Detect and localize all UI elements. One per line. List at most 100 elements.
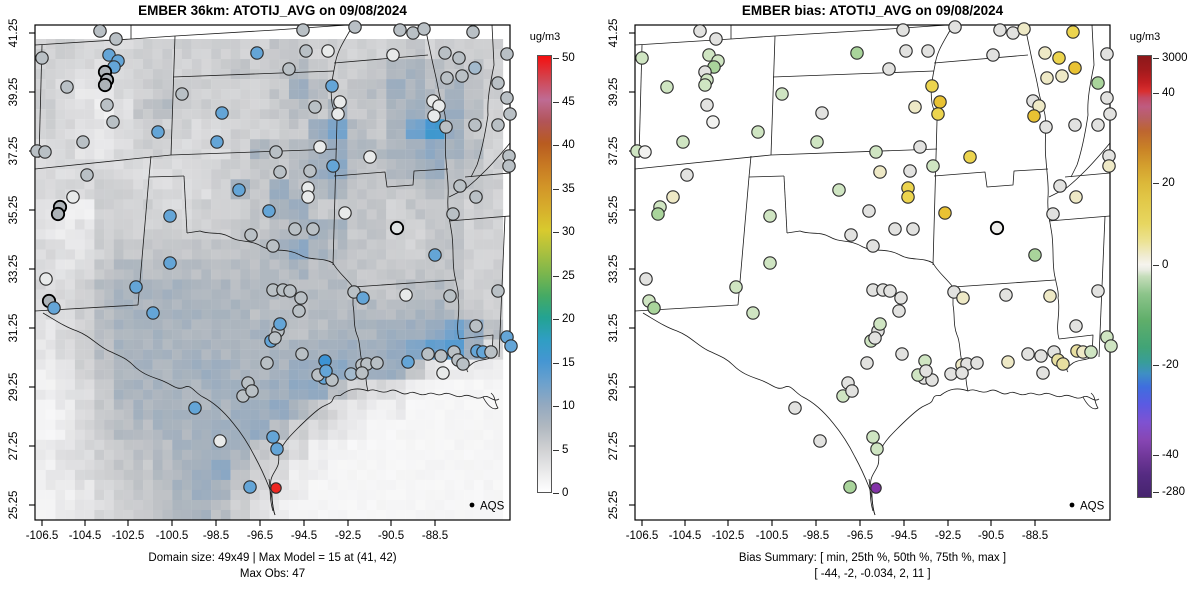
x-tick-label: -90.5 (377, 530, 405, 542)
station-marker (270, 442, 284, 456)
station-marker (146, 306, 160, 320)
station-marker (421, 347, 435, 361)
y-tick-label: 31.25 (8, 313, 20, 343)
station-marker (888, 222, 902, 236)
station-marker (455, 69, 469, 83)
station-marker (999, 288, 1013, 302)
bias-caption-line2: [ -44, -2, -0.034, 2, 11 ] (814, 567, 931, 580)
model-colorbar (537, 55, 552, 493)
station-marker (862, 204, 876, 218)
bias-map: AQS (629, 20, 1118, 526)
station-marker (469, 319, 483, 333)
station-marker (660, 80, 674, 94)
station-marker (1069, 190, 1083, 204)
station-marker (832, 183, 846, 197)
station-marker (439, 120, 453, 134)
y-tick-label: 27.25 (8, 431, 20, 461)
station-marker (693, 24, 707, 38)
station-marker (709, 32, 723, 46)
station-marker (845, 384, 859, 398)
station-marker (348, 20, 362, 34)
station-marker (882, 62, 896, 76)
station-marker (50, 206, 66, 222)
station-marker (303, 164, 317, 178)
colorbar-tick-label: 45 (562, 95, 575, 108)
station-marker (1068, 118, 1082, 132)
station-marker (843, 480, 857, 494)
station-marker (680, 168, 694, 182)
station-marker (866, 430, 880, 444)
station-marker (1091, 284, 1105, 298)
station-marker (452, 51, 466, 65)
station-marker (296, 23, 310, 37)
bias-panel: EMBER bias: ATOTIJ_AVG on 09/08/2024 AQS… (600, 0, 1200, 600)
colorbar-tick-mark (553, 493, 559, 495)
station-marker (243, 480, 257, 494)
station-marker (1040, 71, 1054, 85)
station-marker (321, 44, 335, 58)
y-tick-label: 33.25 (608, 254, 620, 284)
station-marker (729, 280, 743, 294)
station-marker (1043, 289, 1057, 303)
colorbar-tick-mark (553, 145, 559, 147)
station-marker (813, 434, 827, 448)
station-marker (283, 284, 297, 298)
station-marker (100, 98, 114, 112)
station-marker (401, 355, 415, 369)
station-marker (109, 32, 123, 46)
station-marker (698, 78, 712, 92)
station-marker (76, 135, 90, 149)
station-marker (1055, 69, 1069, 83)
y-tick-label: 27.25 (608, 431, 620, 461)
x-tick-label: -90.5 (977, 530, 1005, 542)
station-marker (1036, 366, 1050, 380)
station-marker (232, 183, 246, 197)
station-marker (860, 356, 874, 370)
station-marker (638, 145, 652, 159)
station-marker (948, 20, 962, 34)
station-marker (270, 482, 282, 494)
station-marker (213, 434, 227, 448)
colorbar-tick-mark (553, 232, 559, 234)
station-marker (97, 77, 113, 93)
station-marker (1027, 109, 1041, 123)
station-marker (453, 179, 467, 193)
x-tick-label: -104.5 (668, 530, 702, 542)
station-marker (788, 401, 802, 415)
station-marker (355, 366, 369, 380)
colorbar-tick-label: -20 (1162, 359, 1179, 372)
station-marker (60, 80, 74, 94)
station-marker (491, 284, 505, 298)
station-marker (921, 44, 935, 58)
station-marker (333, 95, 347, 109)
station-marker (896, 23, 910, 37)
map-frame (34, 24, 511, 521)
station-marker (47, 301, 61, 315)
station-marker (260, 356, 274, 370)
y-tick-label: 35.25 (608, 195, 620, 225)
station-marker (1091, 118, 1105, 132)
x-tick-label: -102.5 (111, 530, 145, 542)
colorbar-tick-label: 3000 (1162, 52, 1188, 65)
station-marker (301, 190, 315, 204)
aqs-legend-dot (469, 502, 475, 508)
x-tick-label: -96.5 (846, 530, 874, 542)
station-marker (38, 145, 52, 159)
colorbar-tick-mark (1153, 264, 1159, 267)
station-marker (428, 248, 442, 262)
station-marker (1102, 159, 1116, 173)
x-tick-label: -96.5 (246, 530, 274, 542)
station-marker (938, 206, 952, 220)
station-marker (903, 164, 917, 178)
station-marker (955, 366, 969, 380)
station-marker (299, 44, 313, 58)
station-marker (438, 46, 452, 60)
station-marker (250, 46, 264, 60)
colorbar-tick-mark (1153, 58, 1159, 60)
station-marker (273, 165, 287, 179)
colorbar-tick-label: 5 (562, 443, 569, 456)
colorbar-tick-mark (1153, 365, 1159, 367)
station-marker (1034, 349, 1048, 363)
station-marker (66, 190, 80, 204)
x-tick-label: -98.5 (802, 530, 830, 542)
